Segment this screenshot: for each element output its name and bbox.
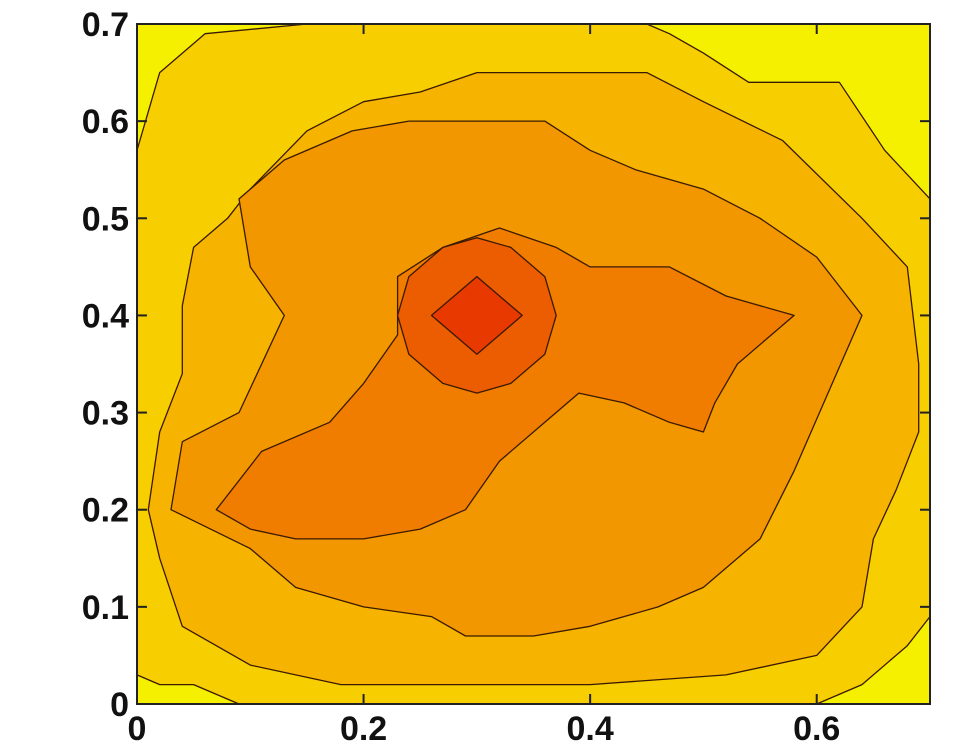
y-tick-label: 0.4	[82, 297, 129, 335]
y-tick-label: 0.5	[82, 200, 129, 238]
y-tick-label: 0.2	[82, 492, 129, 530]
y-tick-label: 0	[110, 686, 129, 724]
x-tick-label: 0.2	[340, 710, 387, 745]
y-tick-label: 0.7	[82, 6, 129, 44]
y-axis: 0 0.1 0.2 0.3 0.4 0.5 0.6 0.7	[82, 6, 930, 724]
contour-level-6	[430, 275, 523, 355]
plot-frame	[136, 23, 931, 705]
x-axis: 0 0.2 0.4 0.6	[128, 24, 840, 745]
x-tick-label: 0.6	[793, 710, 840, 745]
y-tick-label: 0.6	[82, 103, 129, 141]
x-tick-label: 0	[128, 710, 147, 745]
x-tick-label: 0.4	[567, 710, 614, 745]
y-tick-label: 0.1	[82, 589, 129, 627]
y-tick-label: 0.3	[82, 395, 129, 433]
contour-fills	[136, 23, 931, 705]
